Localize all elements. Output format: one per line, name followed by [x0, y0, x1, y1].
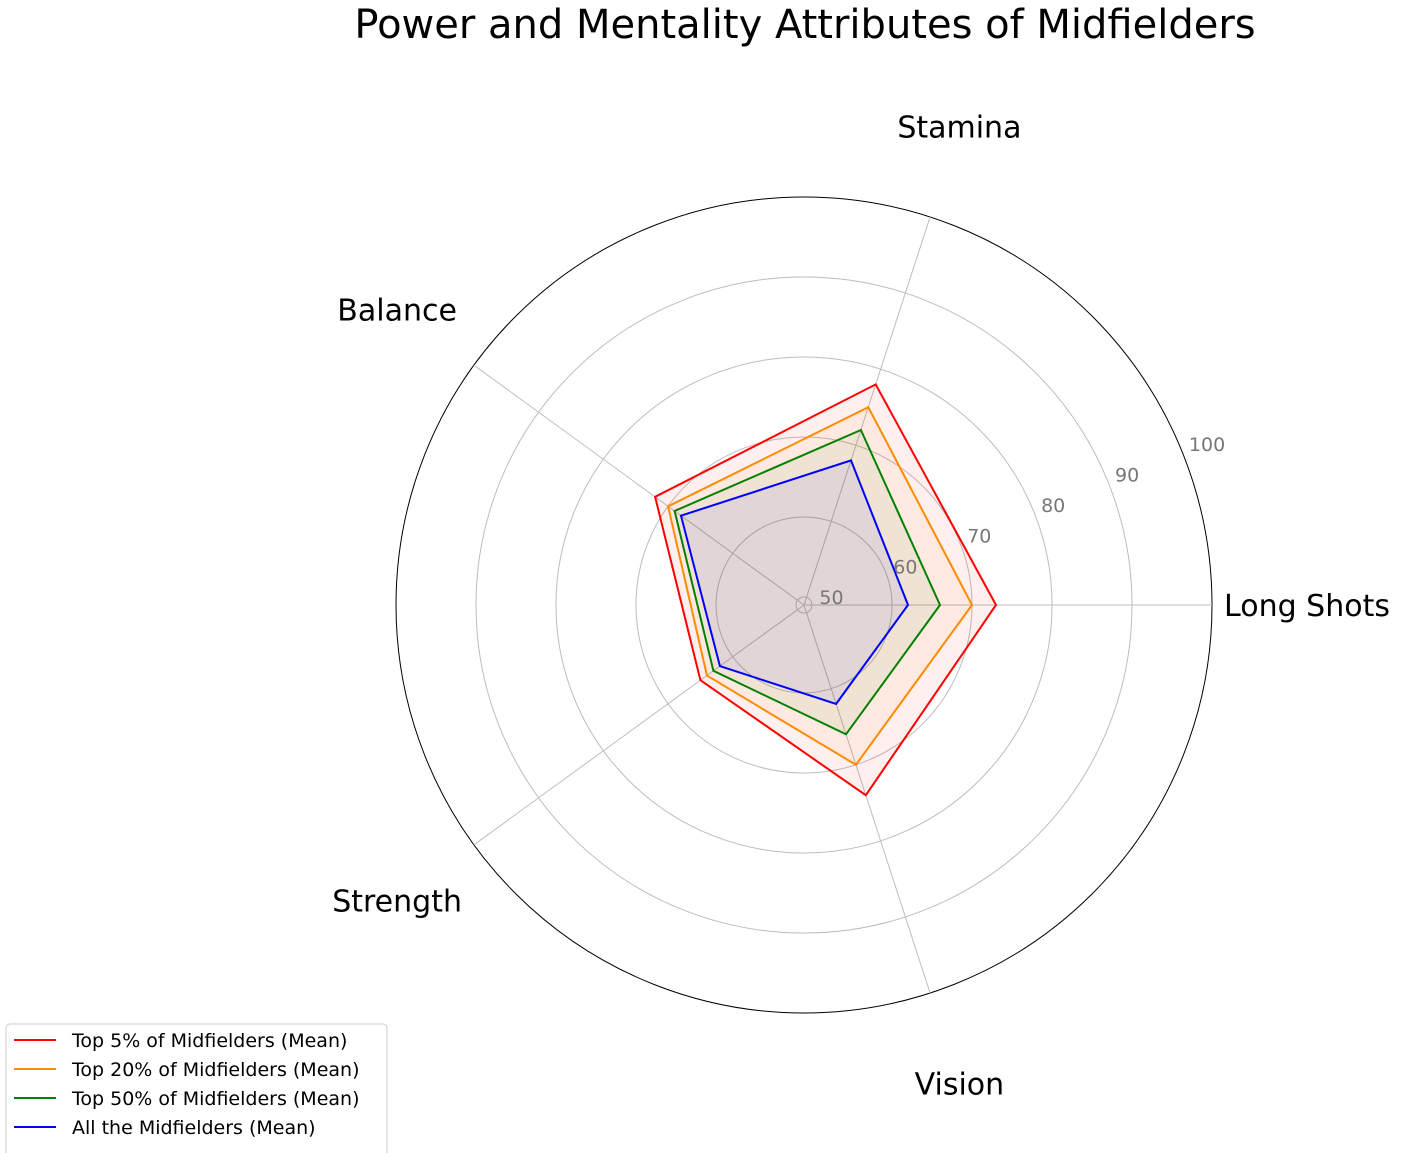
series-fill-all-the-midfielders-mean — [681, 460, 908, 704]
series-fill-top-50-of-midfielders-mean — [674, 430, 940, 735]
series-fill-top-20-of-midfielders-mean — [668, 407, 972, 765]
spoke-stamina — [803, 216, 931, 606]
axis-label-stamina: Stamina — [897, 111, 1021, 146]
legend: Top 5% of Midfielders (Mean) Top 20% of M… — [5, 1023, 388, 1153]
legend-label-top-50-of-midfielders-mean: Top 50% of Midfielders (Mean) — [71, 1088, 360, 1110]
series-line-top-20-of-midfielders-mean — [666, 405, 974, 767]
legend-box — [5, 1023, 388, 1153]
legend-label-top-20-of-midfielders-mean: Top 20% of Midfielders (Mean) — [71, 1059, 360, 1081]
axis-label-balance: Balance — [337, 293, 457, 328]
tick-label-60: 60 — [893, 556, 917, 578]
tick-label-90: 90 — [1115, 465, 1139, 487]
axis-label-long-shots: Long Shots — [1224, 589, 1390, 624]
spoke-vision — [803, 604, 931, 994]
legend-label-top-5-of-midfielders-mean: Top 5% of Midfielders (Mean) — [71, 1030, 347, 1052]
chart-title: Power and Mentality Attributes of Midfie… — [354, 2, 1255, 48]
series-line-top-5-of-midfielders-mean — [653, 383, 998, 797]
tick-label-70: 70 — [967, 526, 991, 548]
spoke-balance — [473, 364, 805, 606]
radial-tick-labels: 50 60 70 80 90 100 — [819, 434, 1225, 609]
tick-label-80: 80 — [1041, 495, 1065, 517]
axis-labels: Long Shots Stamina Balance Strength Vision — [332, 111, 1390, 1103]
axis-label-vision: Vision — [915, 1067, 1005, 1102]
spoke-strength — [473, 604, 805, 846]
series-line-top-50-of-midfielders-mean — [673, 428, 942, 736]
legend-label-all-the-midfielders-mean: All the Midfielders (Mean) — [72, 1117, 316, 1139]
axis-label-strength: Strength — [332, 885, 462, 920]
radar-grid — [395, 196, 1213, 1014]
tick-label-50: 50 — [819, 587, 843, 609]
series-lines — [653, 383, 998, 797]
tick-label-100: 100 — [1189, 434, 1225, 456]
series-line-all-the-midfielders-mean — [679, 459, 910, 706]
